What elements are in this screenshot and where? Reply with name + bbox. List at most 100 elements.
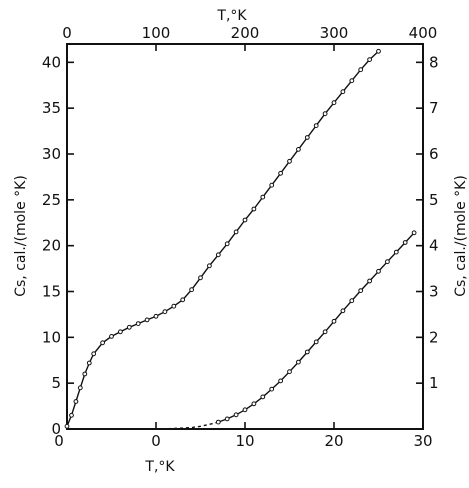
data-point xyxy=(233,412,239,418)
data-point xyxy=(242,407,248,413)
data-point xyxy=(64,423,70,429)
right-tick-label: 4 xyxy=(429,237,439,255)
data-point xyxy=(304,135,310,140)
right-tick-label: 5 xyxy=(429,191,439,209)
bottom-tick-label: 20 xyxy=(324,432,343,450)
top-tick-label: 0 xyxy=(62,24,72,42)
data-point xyxy=(322,329,328,335)
right-axis-ticks: 1 2 3 4 5 6 7 8 xyxy=(416,53,439,392)
data-point xyxy=(207,263,212,269)
data-point xyxy=(260,394,266,400)
data-point xyxy=(224,241,230,247)
top-tick-label: 100 xyxy=(142,24,171,42)
data-point xyxy=(296,359,301,365)
data-point xyxy=(287,158,292,164)
data-point xyxy=(189,287,195,293)
bottom-tick-label: 10 xyxy=(235,432,254,450)
bottom-tick-label: 30 xyxy=(413,432,432,450)
data-point xyxy=(322,111,328,117)
data-point xyxy=(304,349,310,355)
data-point xyxy=(251,401,257,407)
data-point xyxy=(331,100,337,106)
data-point xyxy=(82,371,88,377)
bottom-axis-title: T,°K xyxy=(144,459,175,475)
bottom-tick-label: 0 xyxy=(151,432,161,450)
data-point xyxy=(376,268,381,274)
right-tick-label: 8 xyxy=(429,53,439,71)
data-point xyxy=(331,318,337,324)
data-point xyxy=(180,297,186,303)
data-point xyxy=(162,309,168,315)
right-tick-label: 6 xyxy=(429,145,439,163)
data-point xyxy=(393,249,399,255)
data-point xyxy=(385,259,390,265)
series-1-line xyxy=(66,50,379,427)
top-axis-ticks: 0 100 200 300 400 xyxy=(62,24,437,51)
data-point xyxy=(340,89,346,95)
data-point xyxy=(69,412,74,418)
data-point xyxy=(215,419,221,425)
right-tick-label: 2 xyxy=(429,328,439,346)
series-2-extrapolation xyxy=(155,421,219,430)
data-point xyxy=(251,206,257,212)
left-tick-label: 5 xyxy=(51,374,61,392)
data-point xyxy=(349,78,355,84)
left-tick-label: 30 xyxy=(42,145,61,163)
data-point xyxy=(260,194,266,200)
left-tick-label: 10 xyxy=(42,328,61,346)
right-tick-label: 3 xyxy=(429,283,439,301)
top-tick-label: 400 xyxy=(409,24,438,42)
plot-frame xyxy=(66,43,424,430)
data-point xyxy=(287,369,292,375)
left-tick-label: 35 xyxy=(42,99,61,117)
left-tick-label: 15 xyxy=(42,283,61,301)
data-point xyxy=(224,416,230,422)
data-point xyxy=(144,317,150,323)
data-point xyxy=(198,275,203,281)
series-2-line xyxy=(218,232,415,423)
data-point xyxy=(411,230,417,236)
data-point xyxy=(242,217,248,223)
data-point xyxy=(367,57,373,62)
right-tick-label: 1 xyxy=(429,374,439,392)
data-point xyxy=(358,288,364,294)
bottom-tick-label: 0 xyxy=(54,432,64,450)
left-tick-label: 0 xyxy=(51,420,61,438)
data-point xyxy=(215,252,221,258)
left-axis-title: Cs, cal./(mole °K) xyxy=(13,175,29,297)
data-point xyxy=(269,386,275,392)
data-point xyxy=(278,378,284,384)
data-point xyxy=(349,298,355,304)
left-tick-label: 40 xyxy=(42,53,61,71)
data-point xyxy=(86,360,92,366)
curves xyxy=(66,50,415,430)
top-tick-label: 300 xyxy=(320,24,349,42)
data-point xyxy=(109,334,114,339)
data-point xyxy=(402,240,408,245)
data-point xyxy=(269,182,275,188)
data-point xyxy=(296,147,301,152)
left-tick-label: 25 xyxy=(42,191,61,209)
top-axis-title: T,°K xyxy=(216,8,247,24)
bottom-axis-ticks: 0 0 10 20 30 xyxy=(54,422,433,450)
data-point xyxy=(171,303,177,309)
data-point xyxy=(313,123,319,128)
right-axis-title: Cs, cal./(mole °K) xyxy=(453,175,469,297)
data-point xyxy=(233,229,239,235)
data-point xyxy=(313,339,319,345)
data-point xyxy=(358,67,364,73)
right-tick-label: 7 xyxy=(429,99,439,117)
data-point xyxy=(118,329,123,335)
data-point xyxy=(77,385,83,391)
data-point xyxy=(73,399,79,404)
top-tick-label: 200 xyxy=(231,24,260,42)
left-tick-label: 20 xyxy=(42,237,61,255)
data-point xyxy=(153,313,159,319)
data-point xyxy=(126,324,132,330)
data-point xyxy=(100,340,105,346)
data-point xyxy=(278,170,284,176)
left-axis-ticks: 0 5 10 15 20 25 30 35 40 xyxy=(42,53,74,438)
data-point xyxy=(376,48,381,54)
data-point xyxy=(340,308,346,314)
